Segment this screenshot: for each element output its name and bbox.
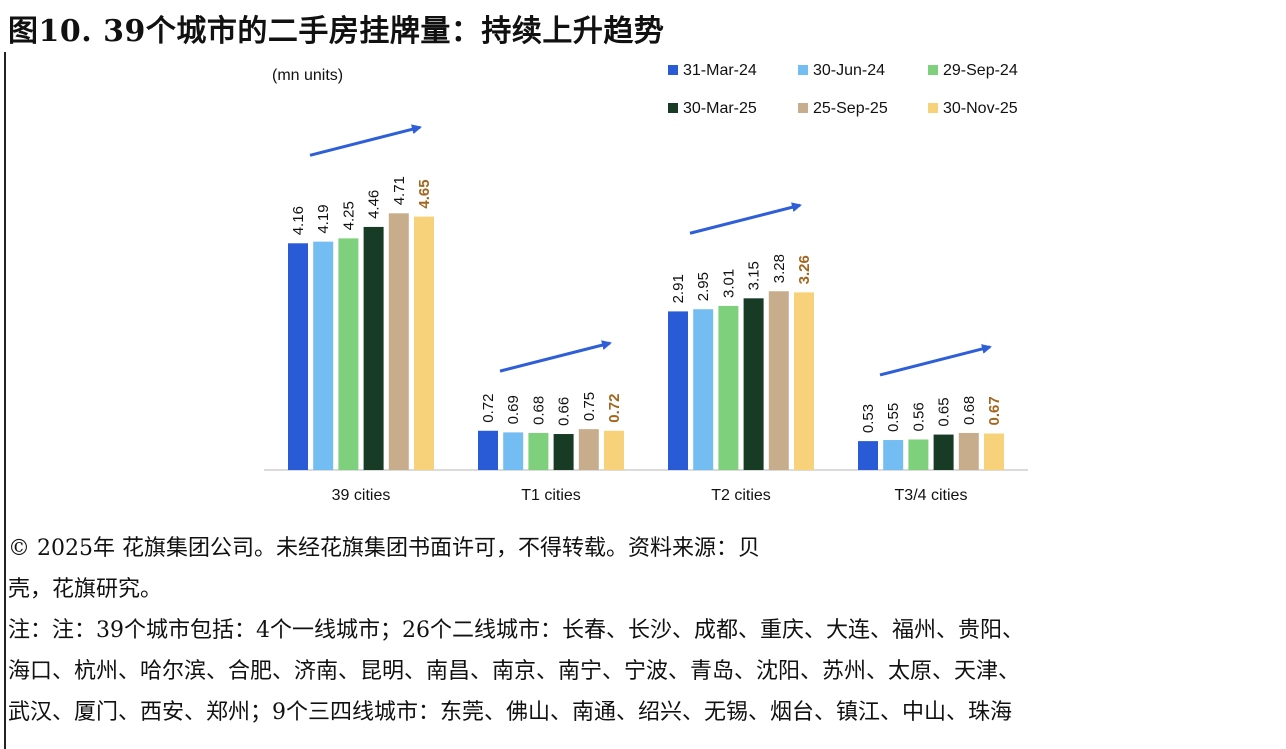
legend-swatch-4 [798, 103, 808, 113]
data-label-2-1: 2.95 [695, 272, 712, 301]
legend-swatch-2 [928, 65, 938, 75]
category-label-1: T1 cities [521, 487, 581, 504]
bar-2-2 [718, 305, 739, 470]
legend-swatch-1 [798, 65, 808, 75]
data-label-3-4: 0.68 [961, 396, 978, 425]
bar-2-4 [768, 291, 789, 470]
bar-0-5 [414, 216, 434, 470]
trend-arrow-0 [309, 124, 422, 157]
bar-2-3 [743, 298, 764, 470]
bar-0-3 [363, 226, 384, 470]
data-label-0-3: 4.46 [366, 190, 383, 219]
bar-1-0 [478, 430, 498, 470]
legend: 31-Mar-24 30-Jun-24 29-Sep-24 30-Mar-25 25-S… [668, 62, 1018, 117]
legend-swatch-5 [928, 103, 938, 113]
legend-label-5: 30-Nov-25 [943, 100, 1018, 117]
legend-swatch-3 [668, 103, 678, 113]
bar-2-0 [668, 311, 688, 470]
bar-3-4 [958, 432, 979, 470]
bar-3-1 [883, 440, 904, 470]
bar-3-2 [908, 439, 929, 470]
bar-1-3 [553, 434, 574, 470]
data-label-1-0: 0.72 [480, 394, 497, 423]
data-label-3-2: 0.56 [910, 402, 927, 431]
bar-2-5 [794, 292, 814, 470]
bar-3-0 [858, 441, 878, 470]
data-label-0-1: 4.19 [315, 204, 332, 233]
bar-1-1 [503, 432, 524, 470]
bar-0-0 [288, 243, 308, 470]
category-label-3: T3/4 cities [895, 487, 968, 504]
legend-swatch-0 [668, 65, 678, 75]
data-label-3-3: 0.65 [936, 397, 953, 426]
note-line-3: 武汉、厦门、西安、郑州；9个三四线城市：东莞、佛山、南通、绍兴、无锡、烟台、镇江… [8, 700, 1013, 725]
data-label-3-5: 0.67 [986, 396, 1003, 425]
category-label-2: T2 cities [711, 487, 771, 504]
data-label-1-5: 0.72 [606, 394, 623, 423]
plot-area: 4.16 4.19 4.25 4.46 4.71 4.65 39 cities 0.72 0.6… [264, 124, 1028, 504]
data-label-2-5: 3.26 [796, 255, 813, 284]
trend-arrow-2 [689, 202, 802, 235]
trend-arrow-1 [499, 340, 612, 373]
data-label-2-2: 3.01 [720, 269, 737, 298]
data-label-1-4: 0.75 [581, 392, 598, 421]
legend-label-3: 30-Mar-25 [683, 100, 757, 117]
data-label-3-0: 0.53 [860, 404, 877, 433]
bar-3-5 [984, 433, 1004, 470]
bar-1-4 [578, 429, 599, 470]
bar-3-3 [933, 434, 954, 470]
legend-label-0: 31-Mar-24 [683, 62, 757, 79]
data-label-0-4: 4.71 [391, 176, 408, 205]
data-label-2-0: 2.91 [670, 274, 687, 303]
data-label-3-1: 0.55 [885, 403, 902, 432]
bar-0-2 [338, 238, 359, 470]
copyright-source-note: © 2025年 花旗集团公司。未经花旗集团书面许可，不得转载。资料来源：贝壳，花… [8, 536, 760, 602]
trend-arrow-3 [879, 344, 992, 377]
bar-0-1 [313, 241, 334, 470]
data-label-0-2: 4.25 [340, 201, 357, 230]
unit-label: (mn units) [272, 67, 343, 84]
data-label-0-0: 4.16 [290, 206, 307, 235]
bar-1-2 [528, 432, 549, 470]
note-line-2: 海口、杭州、哈尔滨、合肥、济南、昆明、南昌、南京、南宁、宁波、青岛、沈阳、苏州、… [8, 659, 1021, 684]
data-label-2-3: 3.15 [746, 261, 763, 290]
data-label-2-4: 3.28 [771, 254, 788, 283]
notes-block: © 2025年 花旗集团公司。未经花旗集团书面许可，不得转载。资料来源：贝壳，花… [8, 528, 1280, 733]
figure-title: 图10. 39个城市的二手房挂牌量：持续上升趋势 [8, 14, 665, 49]
data-label-1-1: 0.69 [505, 395, 522, 424]
data-label-0-5: 4.65 [416, 179, 433, 208]
legend-label-4: 25-Sep-25 [813, 100, 888, 117]
note-line-1: 注：注：39个城市包括：4个一线城市；26个二线城市：长春、长沙、成都、重庆、大… [8, 618, 1024, 643]
data-label-1-2: 0.68 [530, 396, 547, 425]
bar-2-1 [693, 309, 714, 470]
bar-1-5 [604, 430, 624, 470]
legend-label-2: 29-Sep-24 [943, 62, 1018, 79]
category-label-0: 39 cities [332, 487, 391, 504]
data-label-1-3: 0.66 [556, 397, 573, 426]
bar-chart: (mn units) 31-Mar-24 30-Jun-24 29-Sep-24 30… [264, 62, 1028, 504]
bar-0-4 [388, 213, 409, 470]
left-border-rule [4, 52, 6, 749]
legend-label-1: 30-Jun-24 [813, 62, 885, 79]
